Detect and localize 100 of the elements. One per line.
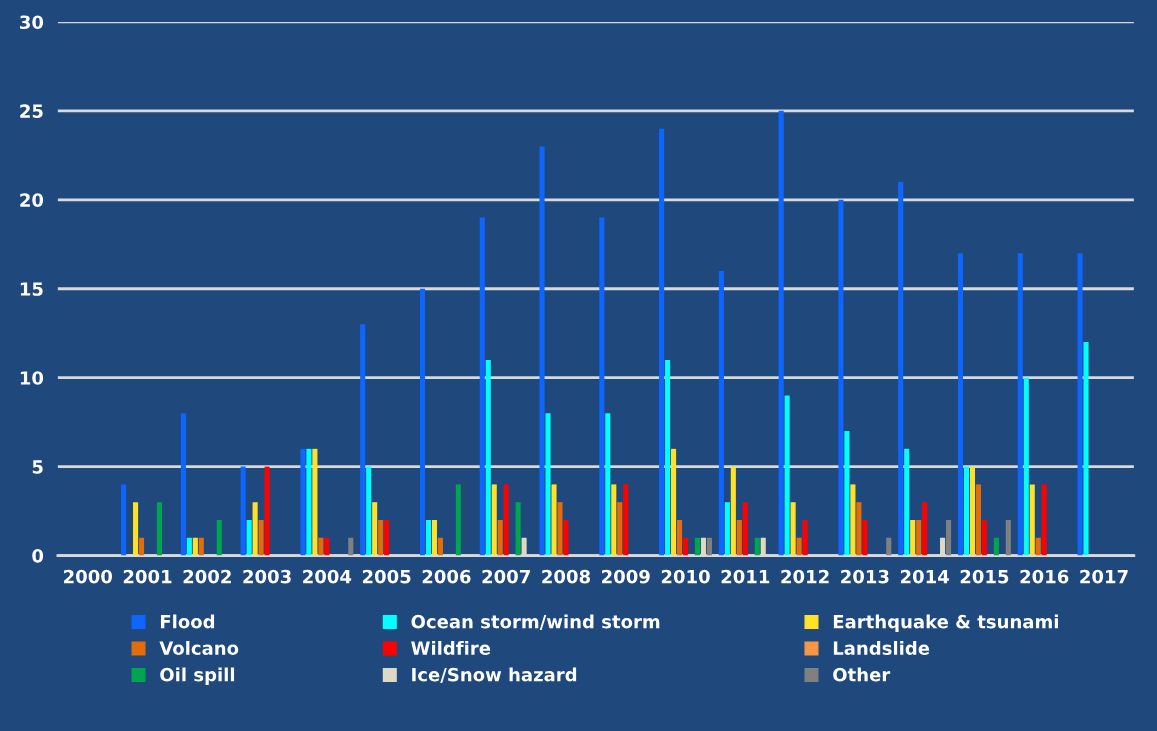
y-tick-label: 15 xyxy=(20,282,43,296)
bar xyxy=(730,466,736,556)
x-tick-label: 2006 xyxy=(422,569,471,584)
x-tick-label: 2011 xyxy=(721,569,770,584)
bar xyxy=(856,502,862,556)
x-tick-label: 2013 xyxy=(841,569,889,584)
bar xyxy=(886,537,892,556)
x-tick-label: 2003 xyxy=(243,569,291,584)
bar xyxy=(700,537,706,556)
bar xyxy=(599,217,605,556)
legend-label: Earthquake & tsunami xyxy=(833,614,1058,632)
x-tick-label: 2014 xyxy=(900,569,949,584)
bar xyxy=(324,537,330,556)
bar xyxy=(718,270,724,556)
bar xyxy=(198,537,204,556)
bar xyxy=(665,359,671,556)
legend-label: Ocean storm/wind storm xyxy=(411,614,660,630)
legend-label: Ice/Snow hazard xyxy=(412,667,577,683)
bar xyxy=(557,502,563,556)
x-tick-label: 2016 xyxy=(1020,569,1069,584)
bar xyxy=(180,413,186,556)
bar xyxy=(455,484,461,556)
legend-label: Landslide xyxy=(833,641,930,655)
bar xyxy=(121,484,127,556)
bar xyxy=(521,537,527,556)
bar xyxy=(706,537,712,556)
bar xyxy=(617,502,623,556)
bar xyxy=(611,484,617,556)
bar xyxy=(186,537,192,556)
bar xyxy=(850,484,856,556)
bar xyxy=(790,502,796,556)
bar xyxy=(802,519,808,556)
x-tick-label: 2001 xyxy=(123,569,172,584)
bar xyxy=(844,431,850,556)
bar xyxy=(1029,484,1035,556)
bar xyxy=(503,484,509,556)
bar xyxy=(754,537,760,556)
x-tick-label: 2002 xyxy=(183,569,231,584)
bar xyxy=(384,519,390,556)
bar xyxy=(1005,519,1011,556)
bar xyxy=(431,519,437,556)
bar xyxy=(623,484,629,556)
bar xyxy=(563,519,569,556)
bar xyxy=(940,537,946,556)
bar xyxy=(539,146,545,556)
bar xyxy=(479,217,485,556)
bar xyxy=(981,519,987,556)
x-tick-label: 2009 xyxy=(602,569,650,584)
x-tick-label: 2012 xyxy=(781,569,829,584)
bar xyxy=(904,448,910,556)
bar xyxy=(360,324,366,556)
x-tick-label: 2010 xyxy=(661,569,710,584)
bar xyxy=(671,448,677,556)
bar xyxy=(216,519,222,556)
legend-label: Oil spill xyxy=(160,667,235,685)
bar xyxy=(264,466,270,556)
bar xyxy=(156,502,163,556)
x-tick-label: 2005 xyxy=(362,569,411,584)
y-tick-label: 5 xyxy=(32,460,43,474)
x-tick-label: 2017 xyxy=(1080,569,1128,584)
bar xyxy=(366,466,372,556)
legend-label: Other xyxy=(833,667,891,682)
bar xyxy=(306,448,312,556)
bar xyxy=(916,519,922,556)
bar xyxy=(1077,253,1083,556)
bar xyxy=(694,537,701,556)
bar xyxy=(1041,484,1047,556)
bar xyxy=(348,537,354,556)
bar xyxy=(372,502,378,556)
bar xyxy=(677,519,683,556)
bar xyxy=(724,502,730,556)
y-tick-label: 20 xyxy=(20,193,44,207)
y-tick-label: 25 xyxy=(20,104,43,118)
bar xyxy=(969,466,975,556)
bar xyxy=(515,502,521,556)
bar xyxy=(133,502,139,556)
bar xyxy=(778,110,784,556)
legend-label: Volcano xyxy=(159,641,239,655)
bar xyxy=(485,359,491,556)
bar xyxy=(898,182,904,556)
bar xyxy=(784,395,790,556)
bar xyxy=(682,537,689,556)
bar xyxy=(993,537,999,556)
bar xyxy=(963,466,970,556)
bar xyxy=(1083,342,1089,556)
x-tick-label: 2004 xyxy=(303,569,352,584)
bar xyxy=(1017,253,1023,556)
bar xyxy=(252,502,258,556)
bar xyxy=(240,466,246,556)
bar xyxy=(192,537,198,556)
x-tick-label: 2015 xyxy=(960,569,1009,584)
bar xyxy=(318,537,324,556)
bar xyxy=(946,519,952,556)
bar xyxy=(796,537,802,556)
y-tick-label: 30 xyxy=(20,15,44,30)
bar xyxy=(1035,537,1041,556)
bar xyxy=(246,519,252,556)
bar xyxy=(139,537,145,556)
legend-label: Wildfire xyxy=(411,641,491,655)
x-tick-label: 2008 xyxy=(542,569,590,584)
